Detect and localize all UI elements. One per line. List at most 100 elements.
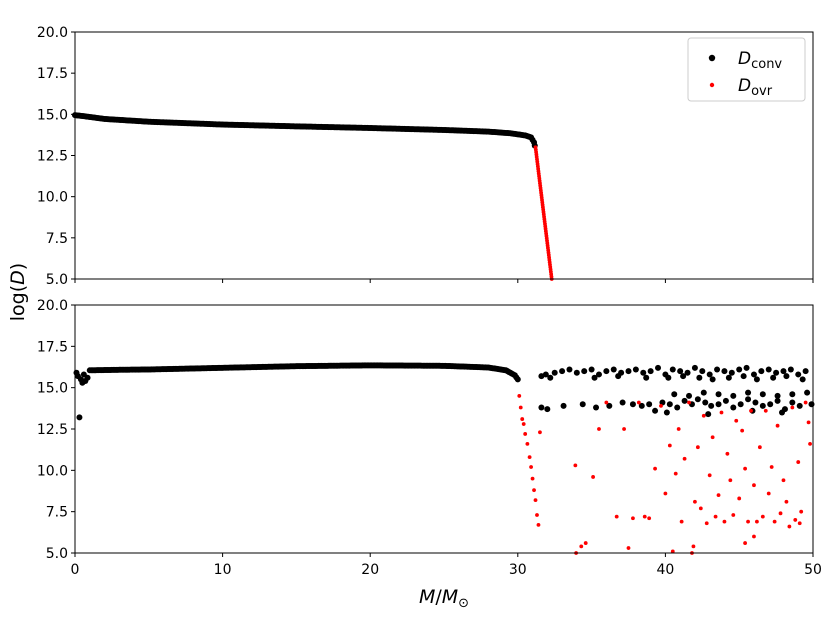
data-point-d-ovr [693, 499, 697, 504]
data-point-d-ovr [737, 496, 742, 501]
data-point-d-conv [730, 392, 737, 399]
data-point-d-ovr [772, 519, 777, 524]
data-point-d-ovr [752, 483, 756, 488]
top-panel: 5.0 7.5 10.0 12.5 15.0 17.5 20.0 Dconv Dovr [37, 25, 814, 288]
data-point-d-conv [603, 368, 610, 375]
data-point-d-ovr [778, 511, 783, 516]
legend-marker-conv [708, 54, 716, 62]
data-point-d-conv [84, 374, 91, 381]
data-point-d-ovr [752, 534, 756, 539]
x-tick-label: 30 [509, 562, 527, 578]
data-point-d-ovr [757, 445, 762, 450]
data-point-d-ovr [614, 514, 619, 519]
data-point-d-ovr [591, 475, 595, 479]
y-tick-label: 20.0 [37, 25, 68, 41]
data-point-d-ovr [533, 498, 538, 502]
data-point-d-ovr [682, 456, 687, 461]
data-point-d-conv [796, 402, 803, 409]
data-point-d-ovr [636, 400, 641, 405]
data-point-d-ovr [604, 400, 609, 405]
bottom-panel: 5.0 7.5 10.0 12.5 15.0 17.5 20.0 0 10 20 30 40 50 [37, 298, 822, 578]
data-point-d-ovr [536, 522, 541, 527]
top-ticks: 5.0 7.5 10.0 12.5 15.0 17.5 20.0 [37, 25, 814, 288]
data-point-d-conv [514, 376, 521, 383]
data-point-d-conv [638, 402, 645, 409]
data-point-d-conv [606, 402, 613, 409]
data-point-d-conv [700, 389, 707, 396]
legend-marker-ovr [709, 82, 715, 88]
top-data-points [72, 112, 554, 281]
x-tick-label: 10 [214, 562, 232, 578]
data-point-d-ovr [659, 403, 663, 408]
data-point-d-ovr [530, 476, 535, 481]
data-point-d-conv [799, 376, 806, 383]
data-point-d-conv [780, 368, 787, 375]
data-point-d-ovr [698, 506, 703, 511]
data-point-d-ovr [766, 491, 771, 496]
data-point-d-conv [714, 366, 721, 373]
data-point-d-conv [750, 371, 757, 378]
data-point-d-ovr [679, 519, 684, 524]
data-point-d-ovr [704, 521, 709, 526]
data-point-d-conv [770, 374, 777, 381]
data-point-d-conv [655, 364, 662, 371]
bottom-axes-frame [74, 304, 814, 554]
data-point-d-conv [566, 366, 573, 373]
data-point-d-ovr [719, 410, 724, 415]
data-point-d-conv [632, 366, 639, 373]
y-tick-label: 7.5 [46, 505, 68, 521]
data-point-d-conv [773, 369, 780, 376]
data-point-d-conv [595, 371, 602, 378]
data-point-d-conv [663, 409, 670, 416]
data-point-d-conv [789, 391, 796, 398]
data-point-d-ovr [808, 441, 812, 446]
data-point-d-conv [581, 368, 588, 375]
data-point-d-conv [652, 407, 659, 414]
data-point-d-conv [674, 404, 681, 411]
data-point-d-ovr [701, 413, 706, 418]
data-point-d-ovr [763, 408, 768, 413]
data-point-d-conv [722, 397, 729, 404]
data-point-d-conv [745, 396, 752, 403]
data-point-d-conv [573, 369, 580, 376]
legend: Dconv Dovr [687, 37, 806, 102]
data-point-d-ovr [743, 466, 747, 471]
y-tick-label: 15.0 [37, 381, 68, 397]
data-point-d-ovr [731, 513, 736, 517]
data-point-d-conv [702, 399, 709, 406]
data-point-d-ovr [538, 430, 542, 435]
data-point-d-conv [728, 369, 735, 376]
data-point-d-conv [708, 402, 715, 409]
data-point-d-ovr [626, 546, 631, 550]
data-point-d-conv [681, 397, 688, 404]
y-axis-label: log(D) [7, 263, 29, 321]
data-point-d-ovr [760, 514, 765, 519]
data-point-d-ovr [799, 509, 804, 514]
data-point-d-conv [753, 376, 760, 383]
data-point-d-ovr [525, 441, 530, 446]
data-point-d-conv [715, 401, 722, 408]
data-point-d-ovr [532, 488, 536, 493]
data-point-d-conv [721, 368, 728, 375]
data-point-d-conv [677, 368, 684, 375]
data-point-d-ovr [631, 516, 635, 521]
data-point-d-ovr [707, 473, 712, 478]
data-point-d-conv [542, 371, 549, 378]
data-point-d-ovr [725, 451, 730, 456]
data-point-d-conv [774, 397, 781, 404]
data-point-d-ovr [775, 423, 780, 428]
data-point-d-conv [745, 389, 752, 396]
y-tick-label: 10.0 [37, 463, 68, 479]
data-point-d-ovr [743, 541, 747, 545]
legend-label-ovr: Dovr [738, 76, 773, 99]
y-tick-label: 5.0 [46, 546, 68, 562]
data-point-d-conv [789, 399, 796, 406]
y-tick-label: 7.5 [46, 231, 68, 247]
data-point-d-ovr [523, 432, 528, 436]
y-tick-label: 10.0 [37, 190, 68, 206]
data-point-d-ovr [535, 513, 539, 517]
data-point-d-conv [767, 401, 774, 408]
data-point-d-ovr [716, 493, 721, 498]
x-tick-label: 20 [361, 562, 379, 578]
data-point-d-ovr [529, 465, 533, 469]
